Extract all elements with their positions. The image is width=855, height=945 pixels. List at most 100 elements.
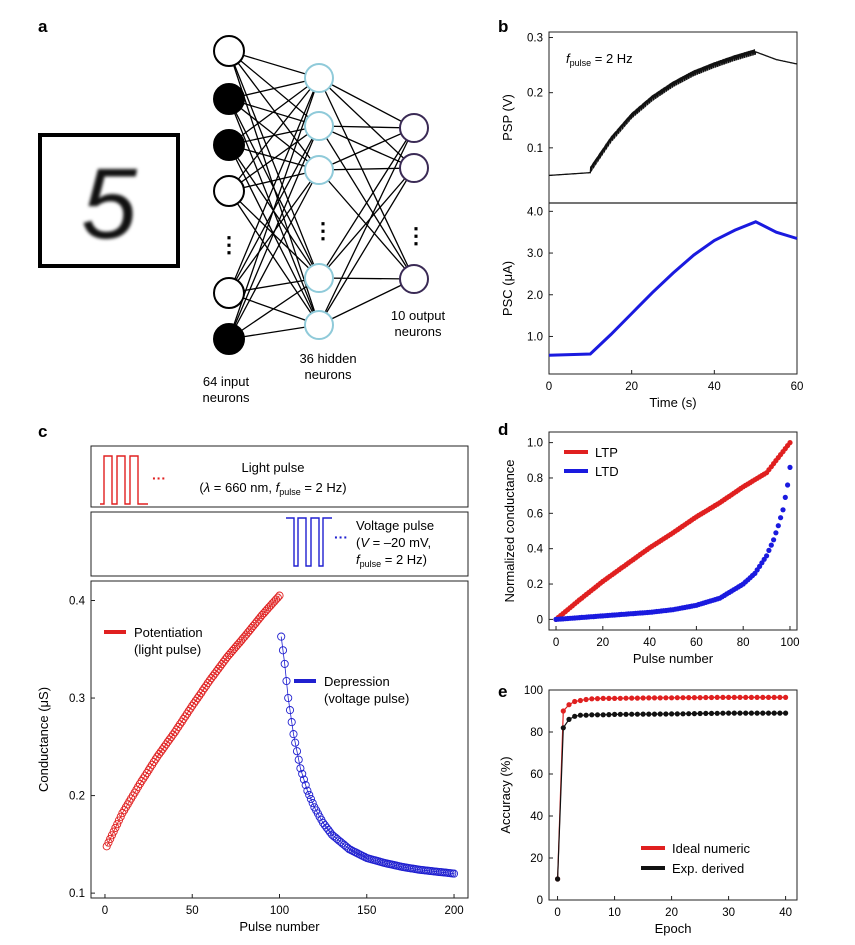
exp-derived-point <box>674 711 680 717</box>
output-neurons-label-line2: neurons <box>395 324 442 339</box>
hidden-output-connection <box>318 127 415 326</box>
exp-derived-point <box>572 713 578 719</box>
digit-five-image: 5 <box>81 148 137 260</box>
depression-point <box>303 786 312 795</box>
hidden-neuron <box>304 63 334 93</box>
exp-derived-point <box>754 710 760 716</box>
ideal-numeric-point <box>703 694 709 701</box>
ideal-numeric-point <box>760 694 766 701</box>
y-tick-label: 0.3 <box>69 693 85 705</box>
legend-label: LTP <box>595 445 618 460</box>
exp-derived-point <box>629 711 635 717</box>
depression-point <box>299 775 308 784</box>
depression-point <box>289 730 298 739</box>
y-tick-label: 2.0 <box>527 290 543 302</box>
potentiation-point <box>275 591 284 600</box>
exp-derived-point <box>663 711 669 717</box>
psp-chart: 0.1 0.2 0.3 PSP (V) <box>500 33 798 177</box>
light-pulse-title: Light pulse <box>242 460 305 475</box>
input-hidden-connection <box>228 77 320 192</box>
exp-derived-point <box>771 710 777 716</box>
input-hidden-connection <box>228 169 320 340</box>
light-params-end: = 2 Hz) <box>301 480 347 495</box>
input-hidden-connection <box>228 50 320 279</box>
hidden-neuron <box>304 263 334 293</box>
x-tick-label: 20 <box>596 637 609 649</box>
legend-label: Exp. derived <box>672 861 744 876</box>
voltage-V-value: = –20 mV, <box>369 535 431 550</box>
y-axis-label: Normalized conductance <box>502 459 517 602</box>
exp-derived-point <box>731 710 737 716</box>
exp-derived-point <box>708 710 715 717</box>
input-hidden-connection <box>228 144 320 279</box>
ideal-numeric-point <box>674 695 680 701</box>
potentiation-point <box>102 842 111 851</box>
ideal-numeric-point <box>680 695 686 701</box>
ltd-point <box>764 553 770 559</box>
voltage-pulse-line3: fpulse = 2 Hz) <box>356 552 427 569</box>
x-tick-label: 200 <box>444 905 463 917</box>
ideal-numeric-point <box>577 697 584 704</box>
ideal-numeric-point <box>731 694 737 701</box>
input-neuron <box>213 323 245 355</box>
light-params-open: ( <box>199 480 204 495</box>
exp-derived-point <box>697 710 703 717</box>
hidden-output-connection <box>318 167 415 171</box>
y-tick-label: 4.0 <box>527 206 543 218</box>
input-hidden-connection <box>228 190 320 279</box>
exp-derived-point <box>651 711 658 717</box>
exp-derived-point <box>600 712 606 718</box>
depression-point <box>282 676 291 686</box>
x-tick-label: 150 <box>357 905 376 917</box>
ideal-numeric-point <box>617 695 623 701</box>
light-f-sub: pulse <box>279 487 301 497</box>
input-hidden-connection <box>228 98 320 279</box>
ideal-numeric-point <box>737 694 743 701</box>
exp-derived-point <box>720 710 726 716</box>
potentiation-point <box>109 827 118 836</box>
exp-derived-point <box>680 711 686 717</box>
depression-point <box>305 790 314 799</box>
depression-point <box>308 799 317 808</box>
exp-derived-point <box>760 710 766 716</box>
input-neurons-label-line2: neurons <box>203 390 250 405</box>
exp-derived-point <box>589 712 595 718</box>
ltd-point <box>778 515 784 521</box>
y-tick-label: 0.6 <box>527 508 543 520</box>
x-tick-label: 100 <box>270 905 289 917</box>
ideal-numeric-point <box>726 694 732 701</box>
y-axis-label: PSC (μA) <box>500 261 515 316</box>
voltage-f: f <box>356 552 361 567</box>
ltd-point <box>785 482 791 488</box>
voltage-f-sub: pulse <box>360 559 382 569</box>
depression-point <box>285 706 295 715</box>
exp-derived-point <box>583 712 589 718</box>
exp-derived-point <box>646 711 652 717</box>
light-pulse-train-icon <box>100 455 148 505</box>
legend-label: LTD <box>595 464 619 479</box>
y-tick-label: 0 <box>537 895 543 907</box>
x-tick-label: 30 <box>722 907 735 919</box>
panel-b: 0.1 0.2 0.3 PSP (V) 1.0 2.0 3.0 4.0 0 20 40 60 Time… <box>500 31 803 410</box>
input-ellipsis: ⋮ <box>218 232 240 257</box>
potentiation-point <box>113 820 122 829</box>
normalized-conductance-chart: 0 0.2 0.4 0.6 0.8 1.0 0 20 40 60 80 100 Pulse number… <box>502 438 800 666</box>
legend-label: Potentiation <box>134 625 203 640</box>
input-neuron <box>213 175 245 207</box>
input-neuron <box>213 35 245 67</box>
legend-label-line2: (light pulse) <box>134 642 201 657</box>
x-tick-label: 50 <box>186 905 199 917</box>
output-neuron <box>399 153 429 183</box>
ideal-numeric-point <box>754 694 760 701</box>
exp-derived-point <box>560 725 566 731</box>
potentiation-point <box>273 593 282 602</box>
hidden-output-connection <box>318 278 415 326</box>
x-tick-label: 0 <box>546 381 552 393</box>
ltd-point <box>787 464 793 470</box>
exp-derived-point <box>594 712 601 718</box>
y-tick-label: 20 <box>530 853 543 865</box>
y-tick-label: 0.1 <box>527 143 543 155</box>
voltage-pulse-box <box>90 511 469 577</box>
ideal-numeric-point <box>651 695 658 701</box>
exp-derived-point <box>703 710 709 717</box>
